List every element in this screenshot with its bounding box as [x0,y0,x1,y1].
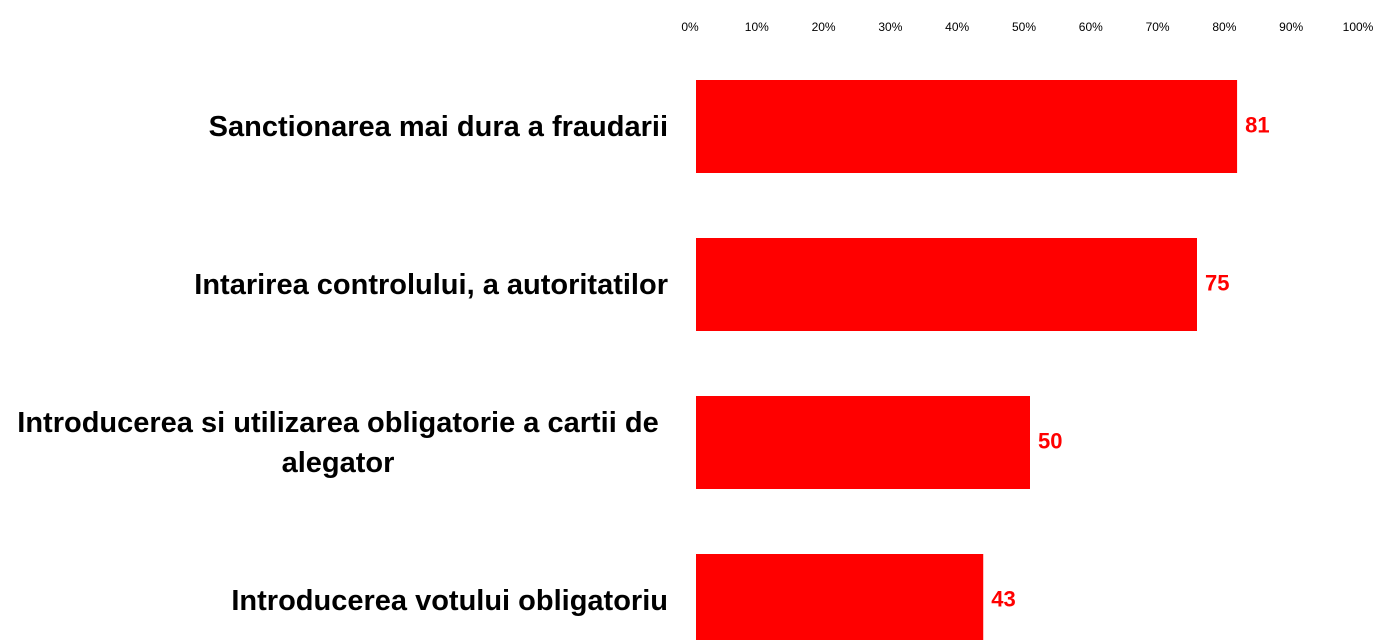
x-tick-label: 0% [681,20,699,34]
category-label: Introducerea si utilizarea obligatorie a… [17,406,659,479]
x-tick-label: 60% [1079,20,1103,34]
bar [696,396,1030,489]
x-tick-label: 30% [878,20,902,34]
data-label: 75 [1205,270,1229,295]
x-tick-label: 80% [1212,20,1236,34]
bar [696,554,984,640]
x-tick-label: 90% [1279,20,1303,34]
category-label: Intarirea controlului, a autoritatilor [194,268,668,301]
category-label: Sanctionarea mai dura a fraudarii [208,110,668,143]
data-label: 50 [1038,428,1062,453]
x-tick-label: 20% [812,20,836,34]
x-tick-label: 50% [1012,20,1036,34]
bar [696,238,1197,331]
category-label: Introducerea votului obligatoriu [231,584,668,617]
data-label: 81 [1245,112,1269,137]
x-tick-label: 70% [1146,20,1170,34]
x-tick-label: 100% [1343,20,1374,34]
x-tick-label: 40% [945,20,969,34]
bar [696,80,1238,173]
x-tick-label: 10% [745,20,769,34]
data-label: 43 [991,586,1015,611]
